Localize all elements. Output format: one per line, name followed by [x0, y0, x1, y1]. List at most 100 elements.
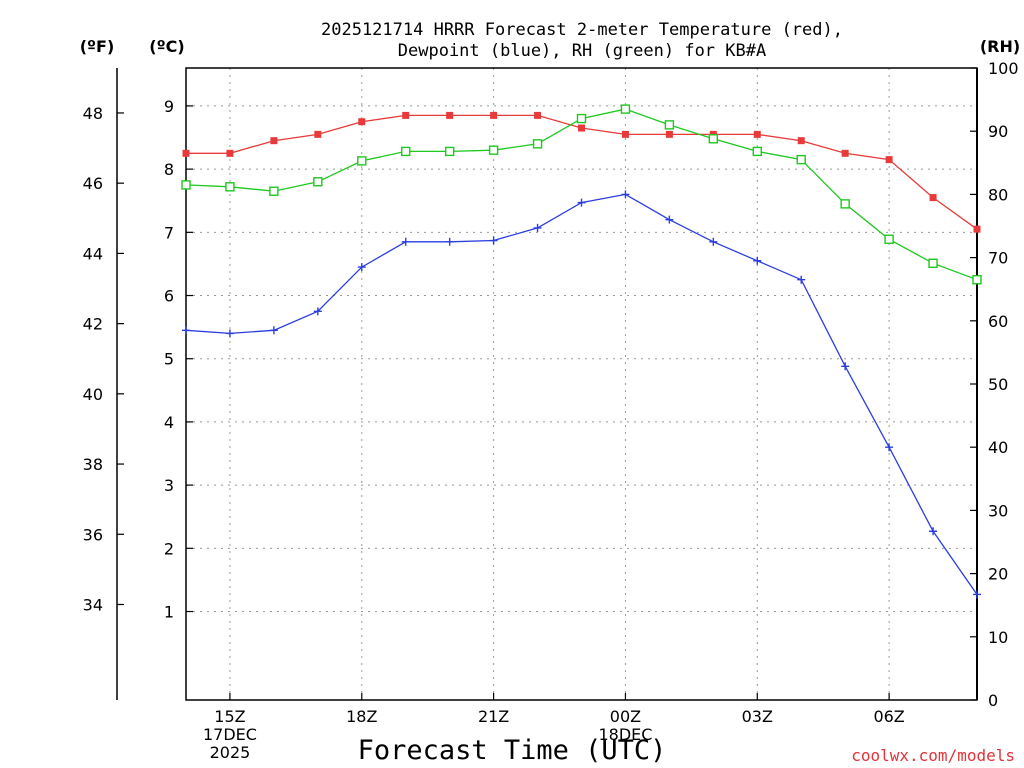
time-tick-label: 15Z	[214, 707, 245, 726]
rh-tick-label: 90	[988, 122, 1008, 141]
celsius-unit-label: (ºC)	[149, 37, 184, 56]
rh-unit-label: (RH)	[980, 37, 1020, 56]
time-tick-label: 06Z	[873, 707, 904, 726]
celsius-tick-label: 8	[164, 160, 174, 179]
x-axis-label: Forecast Time (UTC)	[358, 735, 667, 766]
rh-axis-ticks: 0 10 20 30 40 50 60 70 80 90 100	[970, 59, 1019, 710]
plot-frame	[185, 67, 978, 701]
rh-point	[357, 156, 367, 166]
rh-point	[313, 177, 323, 187]
rh-point	[620, 104, 631, 114]
time-tick-label: 18DEC	[598, 725, 652, 744]
time-tick-label: 21Z	[478, 707, 509, 726]
temperature-point	[797, 137, 805, 145]
dewpoint-point	[577, 198, 586, 207]
credit-text: coolwx.com/models	[851, 746, 1015, 765]
rh-point	[181, 180, 191, 190]
rh-tick-label: 100	[988, 59, 1019, 78]
rh-tick-label: 70	[988, 249, 1008, 268]
celsius-tick-label: 4	[164, 413, 174, 432]
fahrenheit-tick-label: 42	[83, 315, 103, 334]
time-tick-label: 17DEC	[203, 725, 257, 744]
temperature-point	[665, 130, 673, 138]
rh-point	[840, 199, 850, 209]
rh-line	[185, 108, 978, 281]
fahrenheit-tick-label: 40	[83, 385, 103, 404]
temperature-point	[753, 130, 761, 138]
rh-point	[576, 113, 587, 124]
celsius-tick-label: 9	[164, 97, 174, 116]
dewpoint-point	[225, 329, 234, 338]
rh-point	[401, 146, 411, 157]
dewpoint-point	[973, 590, 981, 599]
rh-tick-label: 10	[988, 628, 1008, 647]
dewpoint-line	[185, 193, 978, 595]
temperature-point	[885, 156, 893, 164]
rh-tick-label: 80	[988, 185, 1008, 204]
temperature-point	[929, 194, 937, 202]
dewpoint-point	[269, 326, 278, 335]
fahrenheit-tick-label: 36	[83, 525, 103, 544]
temperature-point	[402, 111, 410, 119]
rh-point	[884, 234, 894, 244]
dewpoint-point	[182, 326, 190, 335]
temperature-point	[314, 130, 322, 138]
rh-point	[708, 134, 719, 144]
rh-point	[488, 145, 499, 155]
dewpoint-point	[885, 443, 894, 452]
rh-tick-label: 30	[988, 501, 1008, 520]
fahrenheit-unit-label: (ºF)	[80, 37, 115, 56]
time-tick-label: 00Z	[610, 707, 641, 726]
temperature-point	[446, 111, 454, 119]
rh-tick-label: 40	[988, 438, 1008, 457]
temperature-point	[182, 149, 190, 157]
fahrenheit-tick-label: 38	[83, 455, 103, 474]
celsius-tick-label: 2	[164, 539, 174, 558]
temperature-point	[578, 124, 585, 132]
fahrenheit-tick-label: 44	[83, 244, 103, 263]
rh-point	[269, 186, 279, 196]
dewpoint-point	[357, 263, 366, 272]
rh-tick-label: 60	[988, 312, 1008, 331]
dewpoint-point	[313, 307, 322, 316]
temperature-series	[182, 111, 981, 233]
dewpoint-point	[753, 256, 762, 265]
celsius-tick-label: 7	[164, 223, 174, 242]
dewpoint-point	[841, 362, 850, 371]
rh-tick-label: 0	[988, 691, 998, 710]
temperature-point	[490, 111, 498, 119]
temperature-line	[186, 114, 978, 230]
temperature-point	[270, 137, 278, 145]
dewpoint-point	[445, 237, 454, 246]
fahrenheit-tick-label: 34	[83, 595, 103, 614]
time-tick-label: 03Z	[742, 707, 773, 726]
rh-point	[444, 146, 455, 157]
grid-lines	[186, 68, 977, 700]
celsius-axis-ticks: 1 2 3 4 5 6 7 8 9	[164, 97, 193, 622]
rh-tick-label: 50	[988, 375, 1008, 394]
rh-point	[664, 120, 675, 130]
temperature-point	[358, 118, 366, 126]
dewpoint-point	[709, 237, 718, 246]
dewpoint-point	[621, 190, 630, 199]
fahrenheit-tick-label: 46	[83, 174, 103, 193]
series-layer	[181, 104, 982, 599]
time-tick-label: 18Z	[346, 707, 377, 726]
dewpoint-point	[533, 223, 542, 232]
temperature-point	[226, 149, 234, 157]
celsius-tick-label: 6	[164, 287, 174, 306]
chart-title-line1: 2025121714 HRRR Forecast 2-meter Tempera…	[321, 20, 843, 40]
dewpoint-series	[182, 190, 981, 599]
chart-title-line2: Dewpoint (blue), RH (green) for KB#A	[398, 41, 766, 61]
fahrenheit-tick-label: 48	[83, 104, 103, 123]
temperature-point	[621, 130, 629, 138]
rh-point	[225, 182, 235, 192]
rh-point	[796, 154, 806, 165]
rh-point	[532, 139, 543, 149]
rh-series	[181, 104, 982, 285]
rh-point	[928, 258, 938, 268]
temperature-point	[534, 111, 542, 119]
temperature-point	[973, 225, 981, 233]
dewpoint-point	[929, 527, 938, 536]
